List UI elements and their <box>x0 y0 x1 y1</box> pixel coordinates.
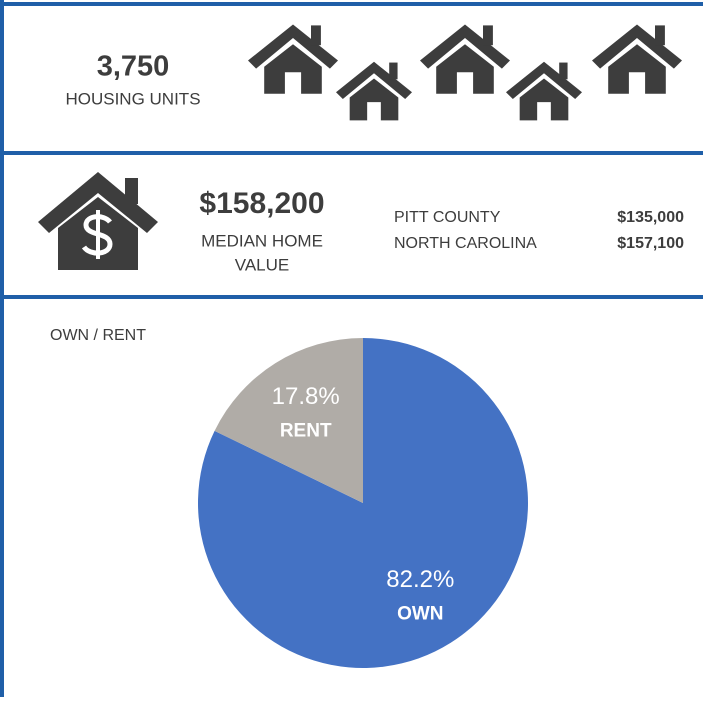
median-label: MEDIAN HOME <box>201 231 323 250</box>
pie: 82.2% OWN 17.8% RENT <box>197 338 528 668</box>
divider <box>0 151 703 155</box>
dollar-house-icon <box>38 172 158 270</box>
comparison-name: PITT COUNTY <box>394 209 501 226</box>
comparison-value: $157,100 <box>617 235 684 252</box>
slice-value-label: 17.8% <box>272 383 340 410</box>
slice-category-label: OWN <box>397 604 443 625</box>
divider <box>0 295 703 299</box>
median-label: VALUE <box>235 255 290 274</box>
median-value: $158,200 <box>199 187 324 220</box>
top-border <box>0 2 703 6</box>
housing-label: HOUSING UNITS <box>65 89 200 108</box>
pie-slice <box>197 338 528 668</box>
slice-category-label: RENT <box>280 420 332 441</box>
pie-slice <box>214 338 363 503</box>
housing-count: 3,750 <box>97 51 170 83</box>
slice-value-label: 82.2% <box>386 566 454 593</box>
comparison-name: NORTH CAROLINA <box>394 235 537 252</box>
left-border <box>0 0 4 697</box>
chart-title: OWN / RENT <box>50 327 146 344</box>
comparison-value: $135,000 <box>617 209 684 226</box>
